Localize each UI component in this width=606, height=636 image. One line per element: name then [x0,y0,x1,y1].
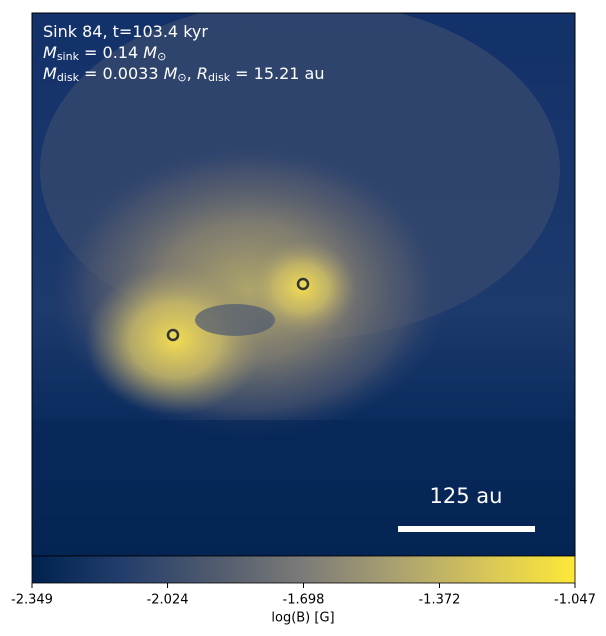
annotation-part: = 0.14 [79,43,143,62]
colorbar-tick-label: -2.349 [11,593,53,608]
scale-bar [398,526,535,532]
colorbar-tick-label: -2.024 [147,593,189,608]
sink-marker [296,277,310,291]
annotation-part: M [43,43,57,62]
annotation-part: R [197,64,208,83]
colorbar-tick-label: -1.372 [418,593,460,608]
colorbar-tick-label: -1.698 [283,593,325,608]
colorbar-label: log(B) [G] [271,611,334,626]
annotation: Msink = 0.14 M⊙ [43,43,166,64]
colorbar-tick-label: -1.047 [554,593,596,608]
field-image [32,13,575,556]
annotation: Mdisk = 0.0033 M⊙, Rdisk = 15.21 au [43,64,325,85]
annotation-part: M [43,64,57,83]
colorbar [31,555,576,584]
annotation-part: = 0.0033 [79,64,164,83]
sink-marker [166,328,180,342]
annotation-part: M [143,43,157,62]
annotation-part: disk [208,71,231,84]
annotation-part: disk [57,71,80,84]
scale-bar-label: 125 au [430,484,503,508]
annotation-part: Sink 84, t=103.4 kyr [43,22,208,41]
annotation-part: ⊙ [157,50,166,63]
annotation: Sink 84, t=103.4 kyr [43,22,208,41]
annotation-part: , [187,64,197,83]
annotation-part: M [164,64,178,83]
annotation-part: ⊙ [177,71,186,84]
annotation-part: sink [57,50,80,63]
annotation-part: = 15.21 au [230,64,324,83]
